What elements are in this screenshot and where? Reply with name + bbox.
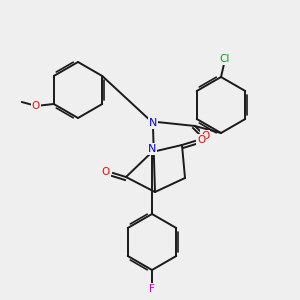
Text: O: O (197, 135, 205, 145)
Text: O: O (201, 131, 209, 141)
Text: O: O (32, 101, 40, 111)
Text: N: N (148, 144, 156, 154)
Text: N: N (149, 118, 157, 128)
Text: F: F (149, 284, 155, 294)
Text: Cl: Cl (220, 54, 230, 64)
Text: O: O (102, 167, 110, 177)
